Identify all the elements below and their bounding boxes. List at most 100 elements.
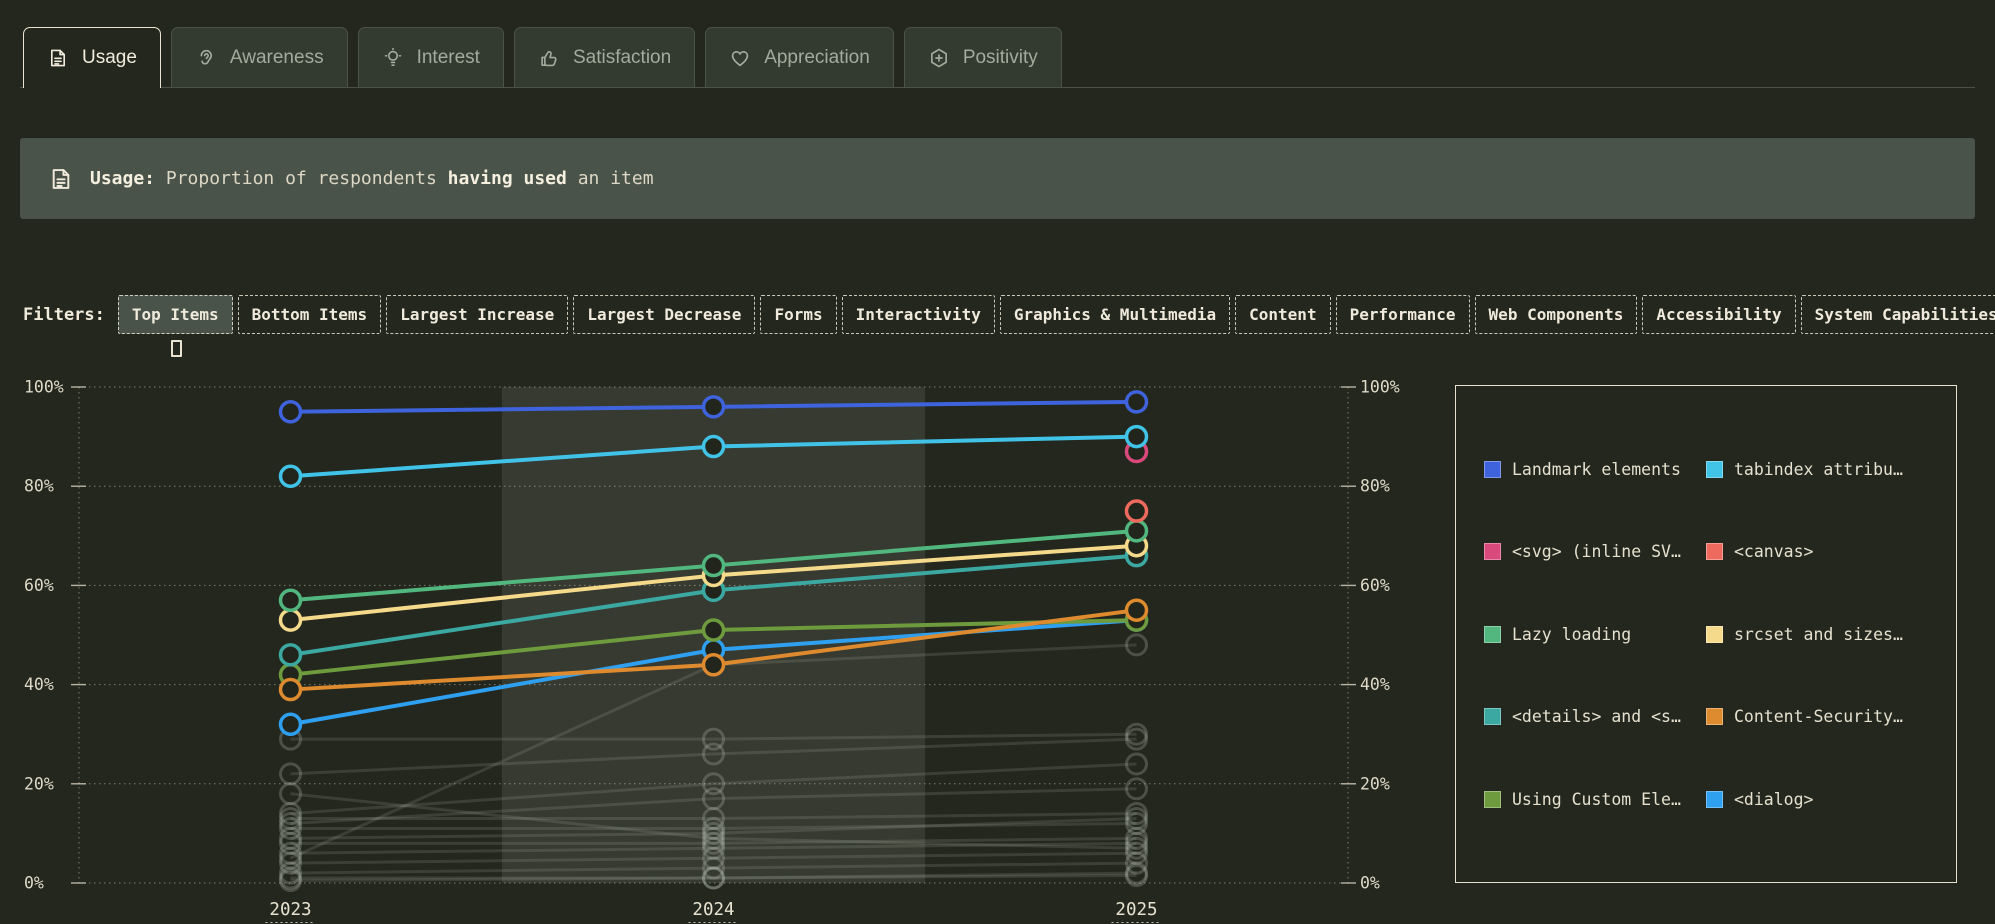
filter-content[interactable]: Content xyxy=(1235,295,1331,334)
series-point-lazy-loading[interactable] xyxy=(701,553,726,578)
background-series-point xyxy=(702,836,725,860)
legend-item-landmark-elements[interactable]: Landmark elements xyxy=(1484,460,1706,479)
series-point-tabindex-attribu[interactable] xyxy=(701,434,726,459)
x-axis-year-link-2023[interactable]: 2023 xyxy=(269,900,311,920)
legend-label: Landmark elements xyxy=(1512,459,1681,479)
banner-text: Usage: Proportion of respondents having … xyxy=(90,168,654,189)
background-series-point xyxy=(1125,836,1148,860)
series-point-content-security[interactable] xyxy=(701,653,726,677)
series-point-dialog[interactable] xyxy=(278,712,303,737)
background-series-line xyxy=(290,851,1137,865)
background-series-point xyxy=(1125,802,1148,826)
filter-largest-decrease[interactable]: Largest Decrease xyxy=(573,295,756,334)
background-series-point xyxy=(1125,861,1148,885)
filters-row: Filters: Top Items Bottom Items Largest In… xyxy=(23,295,1995,334)
tab-interest[interactable]: Interest xyxy=(357,27,504,87)
background-series-point xyxy=(279,831,302,855)
background-series-line xyxy=(290,871,1137,880)
background-series-point xyxy=(279,811,302,835)
filter-accessibility[interactable]: Accessibility xyxy=(1642,295,1796,334)
series-point-lazy-loading[interactable] xyxy=(278,588,303,613)
background-series-line xyxy=(290,817,1137,840)
series-point-landmark-elements[interactable] xyxy=(701,395,726,419)
tab-appreciation[interactable]: Appreciation xyxy=(705,27,894,87)
filter-top-items[interactable]: Top Items xyxy=(117,295,233,334)
background-series-line xyxy=(290,792,1137,850)
legend-item-srcset-and-sizes[interactable]: srcset and sizes… xyxy=(1706,625,1928,644)
series-point-canvas[interactable] xyxy=(1124,499,1149,523)
background-series-point xyxy=(279,782,302,806)
tab-positivity[interactable]: Positivity xyxy=(903,27,1062,87)
background-series-point xyxy=(1125,811,1148,835)
series-point-content-security[interactable] xyxy=(1124,598,1149,622)
background-series-point xyxy=(279,841,302,865)
background-series-point xyxy=(1125,826,1148,850)
background-series-line xyxy=(290,861,1137,875)
background-series-point xyxy=(702,816,725,840)
document-icon xyxy=(47,47,69,69)
series-point-srcset-and-sizes[interactable] xyxy=(278,608,303,632)
legend-item-canvas[interactable]: <canvas> xyxy=(1706,542,1928,561)
background-series-point xyxy=(279,846,302,870)
x-axis-year-link-2025[interactable]: 2025 xyxy=(1115,900,1157,920)
legend-label: <canvas> xyxy=(1734,542,1814,561)
y-axis-label-left: 80% xyxy=(24,477,54,496)
x-axis-year-link-2024[interactable]: 2024 xyxy=(692,900,734,920)
usage-line-chart: 0% 0% 20% 20% 40% 40% 60% 60% 80% 80% 100% 100% 2023… xyxy=(24,378,1400,923)
tab-awareness[interactable]: Awareness xyxy=(170,27,348,87)
filter-forms[interactable]: Forms xyxy=(760,295,837,334)
filter-interactivity[interactable]: Interactivity xyxy=(841,295,995,334)
tab-label: Awareness xyxy=(229,46,324,68)
series-point-tabindex-attribu[interactable] xyxy=(278,464,303,489)
series-point-content-security[interactable] xyxy=(278,677,303,702)
legend-item-details-and-s[interactable]: <details> and <s… xyxy=(1484,707,1706,726)
tab-satisfaction[interactable]: Satisfaction xyxy=(513,27,696,87)
legend-swatch xyxy=(1484,625,1501,643)
filter-bottom-items[interactable]: Bottom Items xyxy=(237,295,382,334)
tab-usage[interactable]: Usage xyxy=(23,27,161,88)
legend-item-using-custom-ele[interactable]: Using Custom Ele… xyxy=(1484,790,1706,809)
background-series-line xyxy=(290,732,1137,741)
background-series-point xyxy=(1125,633,1148,657)
legend-item-svg-inline-sv[interactable]: <svg> (inline SV… xyxy=(1484,542,1706,561)
background-series-point xyxy=(1125,851,1148,875)
series-point-using-custom-ele[interactable] xyxy=(701,618,726,642)
legend-item-dialog[interactable]: <dialog> xyxy=(1706,790,1928,809)
y-axis-label-right: 40% xyxy=(1360,675,1390,694)
filter-performance[interactable]: Performance xyxy=(1335,295,1470,334)
background-series-point xyxy=(702,787,725,811)
y-axis-label-left: 40% xyxy=(24,675,54,694)
background-series-line xyxy=(290,812,1137,821)
series-point-lazy-loading[interactable] xyxy=(1124,519,1149,543)
chart-legend: Landmark elements tabindex attribu… <svg> … xyxy=(1455,385,1957,883)
legend-label: <details> and <s… xyxy=(1512,707,1681,726)
filter-graphics-multimedia[interactable]: Graphics & Multimedia xyxy=(999,295,1231,334)
usage-definition-banner: Usage: Proportion of respondents having … xyxy=(20,138,1975,219)
legend-item-lazy-loading[interactable]: Lazy loading xyxy=(1484,625,1706,644)
background-series-point xyxy=(1125,807,1148,831)
background-series-line xyxy=(290,841,1137,855)
background-series-point xyxy=(1125,831,1148,855)
legend-item-tabindex-attribu[interactable]: tabindex attribu… xyxy=(1706,460,1928,479)
filter-web-components[interactable]: Web Components xyxy=(1474,295,1638,334)
y-axis-label-right: 20% xyxy=(1360,774,1390,793)
background-series-point xyxy=(279,816,302,840)
background-series-point xyxy=(702,742,725,766)
series-point-tabindex-attribu[interactable] xyxy=(1124,424,1149,449)
y-axis-label-left: 100% xyxy=(24,378,64,397)
background-series-point xyxy=(279,826,302,850)
y-axis-label-left: 60% xyxy=(24,576,54,595)
series-point-landmark-elements[interactable] xyxy=(1124,390,1149,414)
background-series-line xyxy=(290,737,1137,776)
legend-label: srcset and sizes… xyxy=(1734,624,1903,644)
series-point-landmark-elements[interactable] xyxy=(278,400,303,424)
legend-item-content-security[interactable]: Content-Security… xyxy=(1706,707,1928,726)
filter-system-capabilities[interactable]: System Capabilities xyxy=(1800,295,1995,334)
background-series-point xyxy=(702,826,725,850)
legend-swatch xyxy=(1706,625,1723,643)
series-point-details-and-s[interactable] xyxy=(278,643,303,667)
legend-label: <svg> (inline SV… xyxy=(1512,542,1681,561)
filter-largest-increase[interactable]: Largest Increase xyxy=(386,295,569,334)
tab-label: Satisfaction xyxy=(572,46,672,68)
legend-swatch xyxy=(1484,460,1501,478)
